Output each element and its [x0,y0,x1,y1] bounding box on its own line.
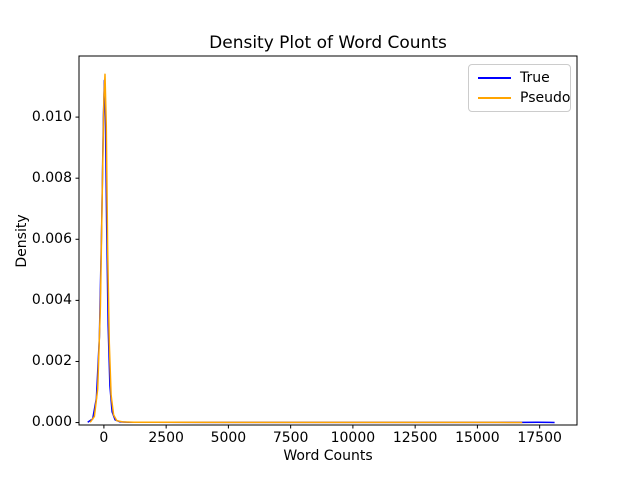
y-tick-label: 0.006 [31,230,72,247]
y-tick-label: 0.008 [31,169,72,186]
y-tick-label: 0.002 [31,352,72,369]
legend-item-true: True [478,70,561,86]
legend-item-pseudo: Pseudo [478,90,570,106]
legend: True Pseudo [468,64,571,112]
x-tick-label: 0 [99,430,109,446]
axes-frame [78,55,578,426]
legend-line-swatch [478,77,511,80]
legend-line-swatch [478,96,511,99]
x-tick-label: 10000 [330,430,376,446]
x-tick-label: 15000 [455,430,500,446]
x-axis-label: Word Counts [283,448,373,464]
x-tick-label: 17500 [517,430,562,446]
y-tick-label: 0.010 [31,108,72,125]
legend-label: Pseudo [520,89,571,106]
x-tick-label: 12500 [392,430,438,446]
chart-title: Density Plot of Word Counts [209,33,447,53]
x-tick-label: 5000 [210,430,247,446]
x-tick-label: 2500 [148,430,184,446]
y-tick-label: 0.000 [31,414,72,431]
x-tick-label: 7500 [272,430,309,446]
legend-label: True [520,70,550,87]
series-line-true [87,79,555,424]
series-line-pseudo [89,73,523,424]
y-tick-label: 0.004 [31,291,72,308]
